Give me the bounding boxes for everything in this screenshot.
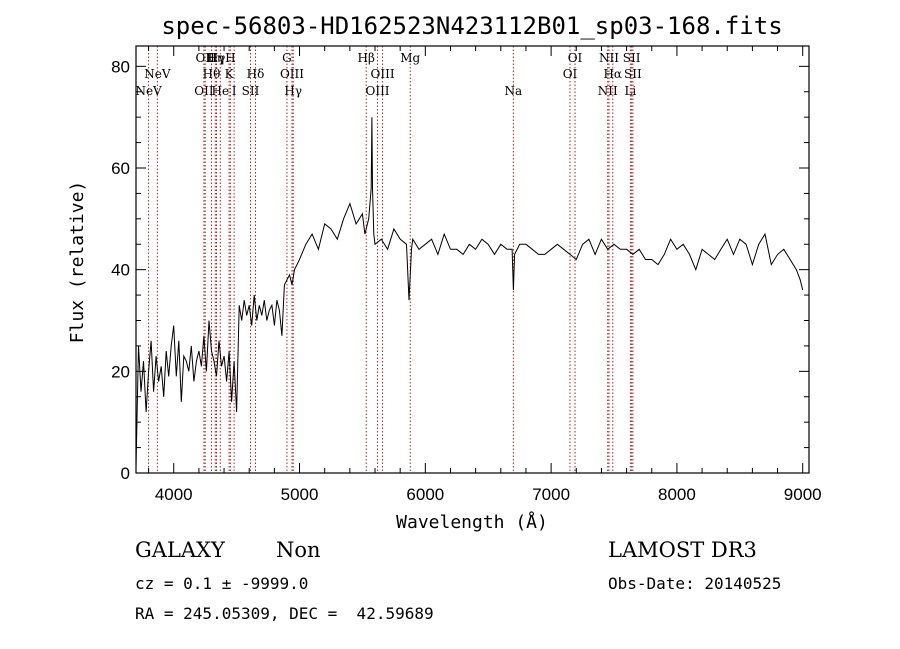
marker-label: Hα <box>603 67 622 81</box>
marker-label: NII <box>599 51 619 65</box>
marker-label: K <box>225 67 235 81</box>
marker-label: OII <box>194 84 214 98</box>
marker-label: I <box>232 84 237 98</box>
x-axis-ticks: 4000 5000 6000 7000 8000 9000 <box>148 46 822 504</box>
marker-label: Hβ <box>358 51 375 65</box>
marker-label: Na <box>505 84 523 98</box>
marker-label: Hγ <box>284 84 302 98</box>
x-axis-label: Wavelength (Å) <box>396 511 548 533</box>
marker-label: OIII <box>365 84 389 98</box>
obs-date: Obs-Date: 20140525 <box>608 574 782 593</box>
y-tick-label: 80 <box>111 57 130 76</box>
marker-label: OIII <box>280 67 304 81</box>
x-tick-label: 4000 <box>155 485 193 504</box>
y-tick-label: 40 <box>111 261 130 280</box>
y-tick-label: 20 <box>111 362 130 381</box>
marker-label: NeV <box>144 67 171 81</box>
coords-line: RA = 245.05309, DEC = 42.59689 <box>135 604 434 623</box>
chart-title: spec-56803-HD162523N423112B01_sp03-168.f… <box>161 12 782 40</box>
object-class: GALAXY <box>135 538 225 562</box>
marker-label: SII <box>624 67 642 81</box>
marker-label: SII <box>623 51 641 65</box>
y-axis-ticks: 0 20 40 60 80 <box>111 57 809 483</box>
y-tick-label: 60 <box>111 159 130 178</box>
marker-label: Hδ <box>247 67 265 81</box>
x-tick-label: 5000 <box>281 485 319 504</box>
spectrum-line <box>135 117 804 468</box>
marker-label: G <box>282 51 292 65</box>
survey-name: LAMOST DR3 <box>608 538 757 562</box>
marker-label: Hη <box>206 51 224 65</box>
marker-label: SII <box>242 84 260 98</box>
x-tick-label: 8000 <box>658 485 696 504</box>
marker-label: Hγ <box>208 51 226 65</box>
x-tick-label: 7000 <box>532 485 570 504</box>
marker-label: OI <box>563 67 578 81</box>
marker-label: OIII <box>371 67 395 81</box>
marker-label: He <box>211 84 229 98</box>
redshift-line: cz = 0.1 ± -9999.0 <box>135 574 309 593</box>
marker-label: OII <box>196 51 216 65</box>
marker-label: Li <box>624 84 636 98</box>
marker-label: Mg <box>400 51 420 65</box>
object-subclass: Non <box>276 538 321 562</box>
marker-label: NII <box>598 84 618 98</box>
marker-label: OI <box>568 51 583 65</box>
marker-label: H <box>225 51 235 65</box>
y-axis-label: Flux (relative) <box>67 181 88 344</box>
marker-label: Hθ <box>203 67 221 81</box>
line-markers <box>148 46 634 473</box>
x-tick-label: 6000 <box>406 485 444 504</box>
plot-frame <box>135 45 810 474</box>
marker-label: NeV <box>135 84 162 98</box>
y-tick-label: 0 <box>121 464 130 483</box>
x-tick-label: 9000 <box>784 485 822 504</box>
